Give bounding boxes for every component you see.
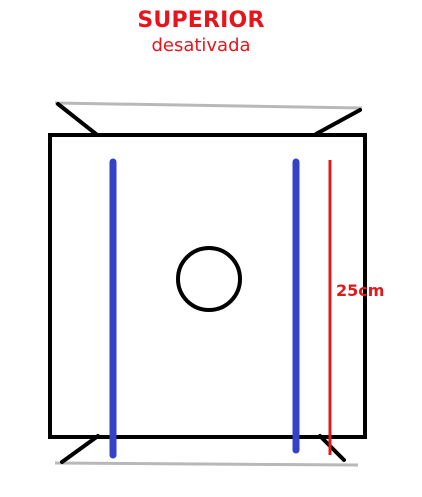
- square-frame: [48, 133, 367, 439]
- center-circle: [176, 246, 242, 312]
- measurement-label: 25cm: [336, 281, 384, 300]
- corner-line-bottom-left: [60, 434, 100, 464]
- diagram-title: SUPERIOR: [137, 8, 265, 33]
- top-grey-edge: [54, 101, 363, 110]
- corner-line-top-right: [314, 108, 362, 136]
- bottom-grey-edge: [54, 461, 359, 467]
- corner-line-bottom-right: [318, 434, 346, 462]
- corner-line-top-left: [56, 102, 98, 136]
- diagram-subtitle: desativada: [151, 35, 251, 56]
